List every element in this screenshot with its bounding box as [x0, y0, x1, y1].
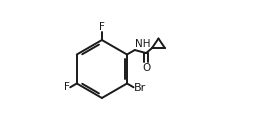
- Text: NH: NH: [135, 39, 151, 49]
- Text: Br: Br: [134, 83, 147, 93]
- Text: F: F: [99, 22, 105, 32]
- Text: O: O: [142, 63, 150, 73]
- Text: F: F: [64, 82, 69, 92]
